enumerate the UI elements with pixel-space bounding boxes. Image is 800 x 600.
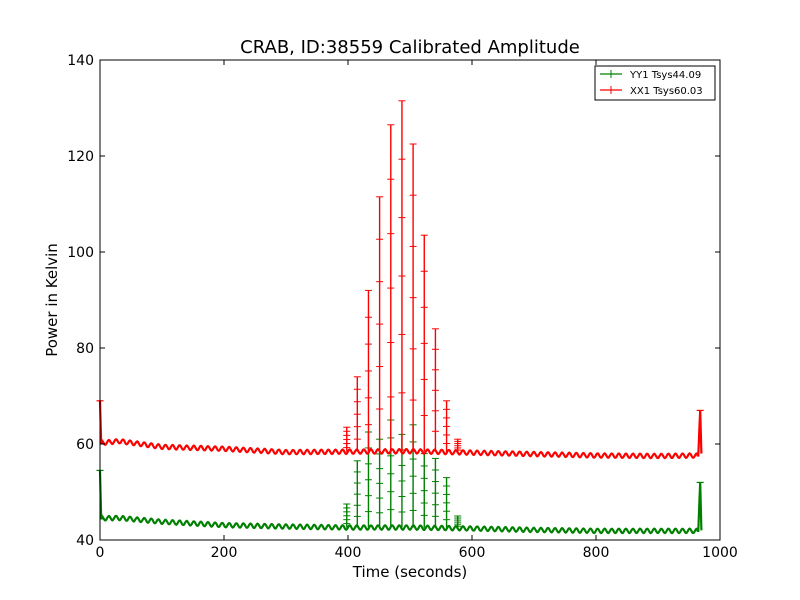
y-tick-label: 120 bbox=[67, 149, 94, 165]
axes-layer: 0 200 400 600 800 1000 40 60 80 100 120 140 bbox=[67, 53, 738, 561]
x-axis-label: Time (seconds) bbox=[352, 563, 468, 581]
series-yy1 bbox=[96, 419, 704, 535]
series-xx1 bbox=[96, 100, 704, 460]
x-tick-label: 200 bbox=[211, 545, 238, 561]
plot-frame bbox=[99, 59, 721, 541]
x-tick-label: 0 bbox=[96, 545, 105, 561]
chart-title: CRAB, ID:38559 Calibrated Amplitude bbox=[240, 37, 580, 58]
series-line bbox=[98, 400, 703, 460]
series-layer bbox=[96, 100, 704, 535]
legend: YY1 Tsys44.09 XX1 Tsys60.03 bbox=[594, 65, 716, 101]
y-tick-label: 140 bbox=[67, 53, 94, 69]
y-tick-label: 100 bbox=[67, 245, 94, 261]
x-tick-label: 600 bbox=[459, 545, 486, 561]
x-tick-label: 1000 bbox=[702, 545, 738, 561]
y-axis-label: Power in Kelvin bbox=[43, 243, 61, 357]
y-tick-label: 60 bbox=[76, 437, 94, 453]
x-tick-label: 400 bbox=[335, 545, 362, 561]
y-tick-label: 80 bbox=[76, 341, 94, 357]
y-tick-label: 40 bbox=[76, 533, 94, 549]
legend-label-yy1: YY1 Tsys44.09 bbox=[629, 70, 701, 81]
x-tick-label: 800 bbox=[583, 545, 610, 561]
legend-label-xx1: XX1 Tsys60.03 bbox=[630, 86, 703, 97]
legend-box bbox=[594, 65, 716, 101]
series-line bbox=[98, 470, 703, 535]
